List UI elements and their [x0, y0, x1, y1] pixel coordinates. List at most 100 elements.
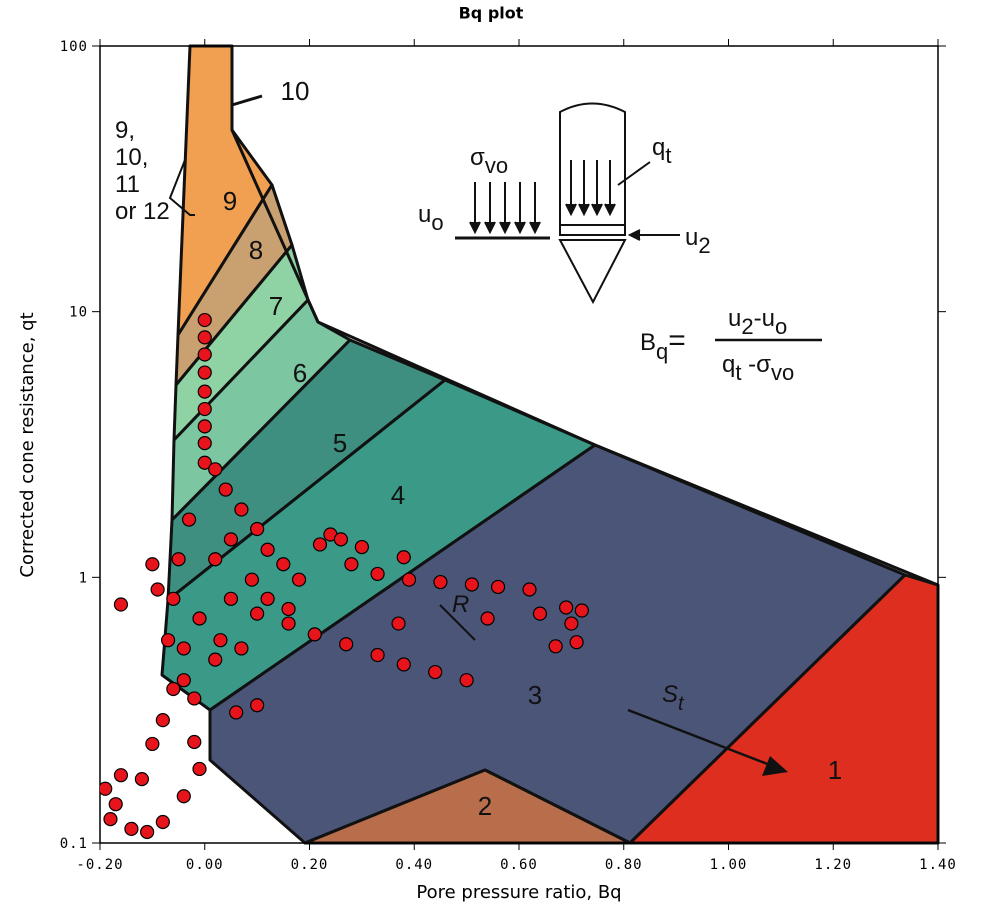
sub: q: [656, 339, 668, 364]
data-point: [197, 455, 212, 470]
data-point: [291, 572, 307, 587]
data-point: [187, 691, 202, 706]
zone-group-label: 11: [115, 171, 140, 198]
data-point: [312, 537, 328, 552]
envelope: [230, 129, 939, 587]
zone-group-label: 10,: [115, 144, 148, 171]
y-tick-label: 100: [60, 39, 88, 55]
zone-label: 5: [333, 428, 347, 458]
data-point: [197, 365, 212, 380]
data-point: [192, 611, 207, 626]
sym: -u: [754, 305, 775, 332]
arrow-heads: [469, 203, 641, 241]
data-point: [192, 761, 207, 777]
sym: -σ: [741, 351, 771, 378]
sigma-label: σvo: [470, 144, 508, 178]
data-point: [250, 698, 265, 713]
arrow: [627, 708, 771, 767]
data-point: [197, 330, 212, 345]
sym: u: [728, 305, 741, 332]
data-point: [150, 582, 165, 597]
data-point: [396, 550, 411, 565]
sym: B: [640, 329, 656, 356]
data-point: [559, 600, 574, 615]
chart-title: Bq plot: [459, 4, 524, 23]
zone-label: 2: [478, 791, 492, 821]
load-arrows: [474, 160, 680, 236]
zone-label: 4: [391, 480, 405, 510]
x-tick-label: 0.20: [291, 857, 329, 873]
data-point: [480, 611, 495, 626]
zone-label: 7: [269, 291, 283, 321]
sym: σ: [470, 144, 485, 171]
data-point: [155, 713, 170, 728]
data-point: [401, 572, 417, 587]
data-point: [333, 532, 349, 547]
x-tick-label: -0.20: [76, 857, 123, 873]
leader-line: [231, 94, 263, 107]
data-point: [176, 789, 191, 804]
data-point: [197, 384, 212, 399]
data-point: [100, 781, 113, 796]
data-point: [464, 577, 479, 592]
data-point: [339, 637, 354, 652]
data-point: [250, 606, 265, 621]
sub: vo: [485, 153, 508, 178]
data-point: [532, 606, 548, 621]
data-point: [564, 616, 579, 631]
zone-label: 9: [223, 186, 237, 216]
sub: 2: [698, 233, 710, 258]
cone-tip: [558, 239, 627, 305]
data-point: [140, 824, 155, 840]
x-tick-label: 0.00: [186, 857, 224, 873]
annotations: 1 2 3 4 5 6 7 8 9 10 9, 10, 11 or 12 R S…: [115, 76, 842, 821]
data-point: [208, 552, 223, 567]
sym: u: [685, 224, 698, 251]
eq: =: [668, 324, 686, 357]
y-tick-label: 10: [69, 305, 88, 321]
sub: o: [431, 210, 443, 235]
sub: t: [735, 360, 741, 385]
x-tick-label: 0.80: [605, 857, 643, 873]
x-axis-label: Pore pressure ratio, Bq: [416, 882, 621, 903]
classification-zones: [160, 44, 940, 845]
zone-group-label: 9,: [115, 117, 135, 144]
data-point: [176, 641, 191, 656]
data-point: [548, 639, 563, 654]
data-point: [428, 664, 443, 680]
data-point: [244, 572, 259, 587]
data-point: [103, 812, 118, 827]
data-point: [574, 603, 589, 618]
data-point: [490, 579, 506, 595]
u0-label: uo: [418, 201, 444, 235]
data-point: [223, 591, 239, 606]
bq-label: Bq=: [640, 324, 686, 364]
numerator: u2-uo: [728, 305, 787, 339]
st-main: S: [662, 681, 678, 708]
sym: u: [418, 201, 431, 228]
sub: vo: [771, 360, 794, 385]
data-point: [569, 635, 584, 650]
data-point: [223, 532, 239, 547]
data-point: [181, 512, 197, 527]
data-point: [391, 616, 406, 631]
r-label: R: [452, 591, 469, 618]
data-point: [218, 482, 233, 497]
zone-label: 3: [528, 680, 542, 710]
data-point: [370, 647, 385, 663]
x-tick-label: 1.20: [814, 857, 852, 873]
st-label: St: [662, 681, 685, 715]
st-sub: t: [678, 693, 685, 715]
qt-label: qt: [652, 134, 671, 168]
data-point: [197, 436, 212, 451]
data-point: [208, 652, 223, 667]
data-point: [113, 597, 129, 612]
data-point: [197, 347, 212, 362]
data-point: [197, 419, 212, 434]
leader-line: [168, 159, 195, 216]
y-axis-label: Corrected cone resistance, qt: [17, 312, 38, 577]
x-tick-label: 0.40: [395, 857, 433, 873]
data-point: [522, 582, 537, 597]
data-point: [113, 768, 129, 783]
